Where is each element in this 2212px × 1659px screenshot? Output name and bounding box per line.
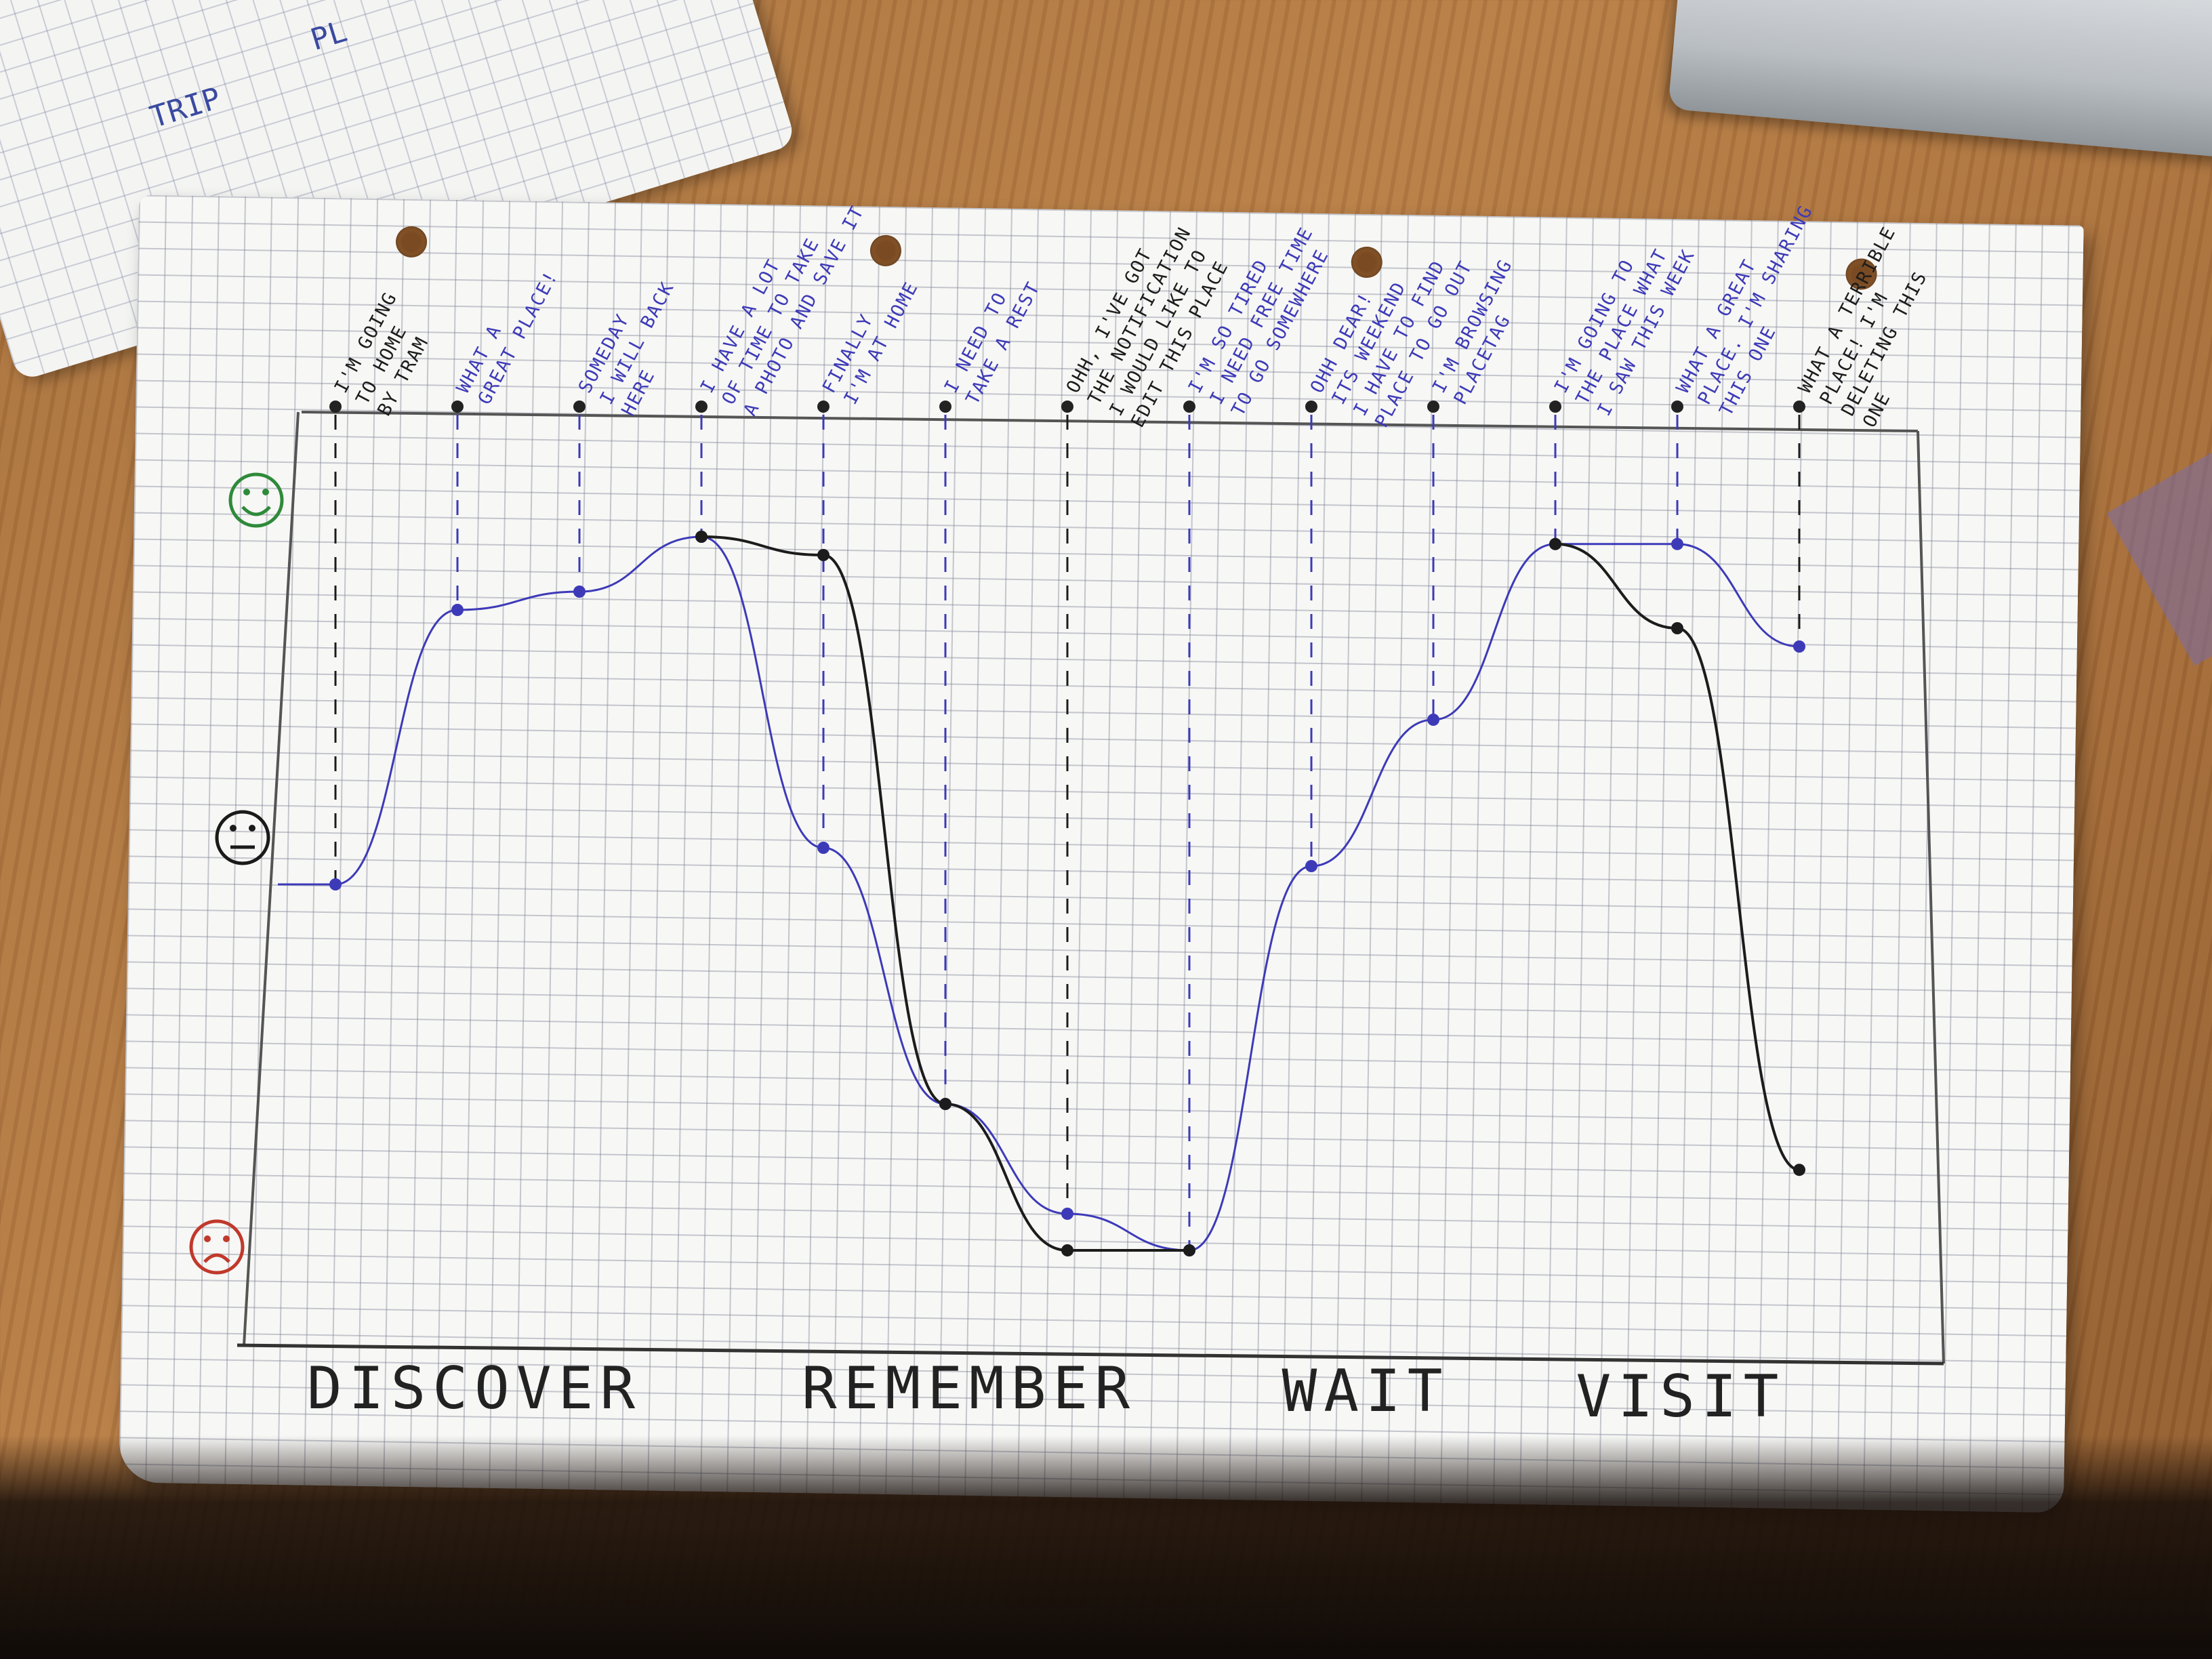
- data-point: [1549, 537, 1561, 550]
- annotation-pin: [451, 401, 464, 413]
- data-point: [1793, 1164, 1805, 1176]
- data-point: [695, 531, 708, 543]
- annotation-pin: [1671, 401, 1683, 413]
- phase-label: REMEMBER: [802, 1355, 1136, 1422]
- data-point: [451, 604, 464, 616]
- phase-label: VISIT: [1576, 1363, 1786, 1431]
- phase-labels: DISCOVER REMEMBER WAIT VISIT: [307, 1355, 1786, 1431]
- annotation-pin: [939, 401, 951, 413]
- data-point: [1305, 860, 1317, 872]
- mood-series: [278, 531, 1805, 1256]
- data-point: [939, 1098, 951, 1110]
- annotation-pin: [1427, 401, 1439, 413]
- mood-scale: [189, 472, 284, 1275]
- data-point: [1427, 714, 1439, 726]
- happy-face-icon: [228, 472, 284, 528]
- data-point: [573, 586, 586, 598]
- data-point: [1671, 537, 1683, 550]
- phase-label: DISCOVER: [307, 1355, 642, 1422]
- annotation-pin: [1061, 401, 1073, 413]
- phase-label: WAIT: [1282, 1357, 1449, 1425]
- annotation-pin: [1793, 401, 1805, 413]
- neutral-face-icon: [215, 810, 270, 865]
- data-point: [817, 842, 830, 854]
- annotation-pin: [695, 401, 708, 413]
- data-point: [1671, 622, 1683, 634]
- data-point: [1061, 1208, 1073, 1220]
- series-line: [1555, 542, 1800, 1172]
- annotation-guides: [334, 415, 1801, 1250]
- data-point: [1793, 640, 1805, 653]
- sad-face-icon: [189, 1219, 245, 1275]
- annotation-pin: [1305, 401, 1317, 413]
- annotation-pin: [817, 401, 830, 413]
- data-point: [817, 549, 830, 561]
- annotation-pin: [1183, 401, 1195, 413]
- annotation-pin: [573, 401, 586, 413]
- chart-frame: [237, 411, 1945, 1366]
- data-point: [1061, 1244, 1073, 1256]
- bottom-shadow: [0, 1435, 2212, 1659]
- annotation-pin: [329, 401, 342, 413]
- annotation-pin: [1549, 401, 1561, 413]
- data-point: [1183, 1244, 1195, 1256]
